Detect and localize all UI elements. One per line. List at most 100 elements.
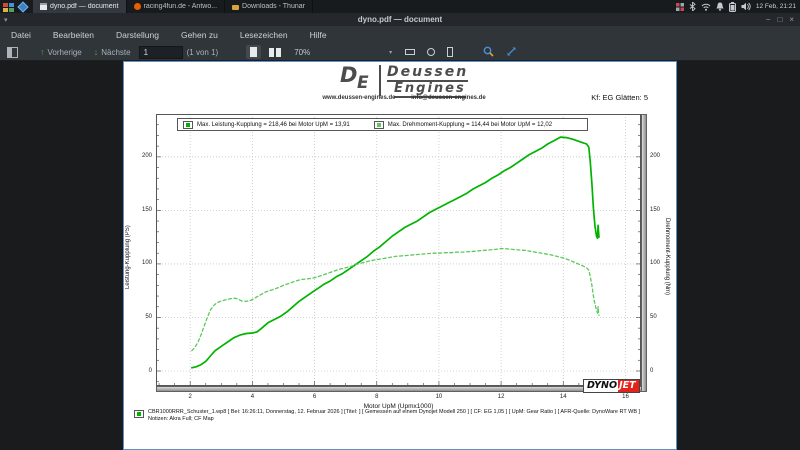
y-tick-label: 150 xyxy=(650,206,661,213)
single-page-icon xyxy=(250,47,258,57)
volume-icon[interactable] xyxy=(741,2,751,11)
panel-clock[interactable]: 12 Feb, 21:21 xyxy=(755,3,796,10)
tray-app-icon[interactable] xyxy=(675,2,684,11)
y-tick-label: 100 xyxy=(141,260,152,267)
brand-email: info@deussen-engines.de xyxy=(411,95,486,101)
maximize-button[interactable]: □ xyxy=(777,14,783,24)
dual-page-icon xyxy=(269,47,275,57)
x-tick-label: 10 xyxy=(435,394,443,400)
page-number-input[interactable] xyxy=(138,45,183,59)
search-icon xyxy=(483,46,494,59)
toolbar: ↑ Vorherige ↓ Nächste (1 von 1) 70% ▾ xyxy=(0,44,800,61)
x-tick-label: 4 xyxy=(250,394,255,400)
taskbar: dyno.pdf — document racing4fun.de - Antwo… xyxy=(33,0,313,13)
run-legend-marker xyxy=(134,410,144,418)
brand-website: www.deussen-engines.de xyxy=(322,95,396,101)
menu-hilfe[interactable]: Hilfe xyxy=(309,30,327,40)
bluetooth-icon[interactable] xyxy=(689,2,696,11)
system-tray: 12 Feb, 21:21 xyxy=(675,1,800,12)
menu-datei[interactable]: Datei xyxy=(11,30,31,40)
sidebar-icon xyxy=(7,46,18,58)
y-tick-label: 0 xyxy=(650,367,654,374)
window-title: dyno.pdf — document xyxy=(357,15,443,24)
previous-page-label: Vorherige xyxy=(47,47,82,57)
run-info-caption: CBR1000RRR_Schuster_1.wp8 [ Bei: 16:26:1… xyxy=(148,409,641,422)
pdf-page: D E Deussen Engines www.deussen-engines.… xyxy=(123,61,677,450)
document-viewer: D E Deussen Engines www.deussen-engines.… xyxy=(0,61,800,450)
dynojet-logo: DYNO JET xyxy=(583,379,640,393)
notifications-bell-icon[interactable] xyxy=(716,2,724,11)
legend-marker xyxy=(183,120,193,129)
x-axis-bar xyxy=(156,386,647,392)
left-axis-title: Leistung-Kupplung (PS) xyxy=(125,225,131,289)
x-tick-label: 14 xyxy=(559,394,567,400)
right-axis-title: Drehmoment-Kupplung (Nm) xyxy=(664,218,670,296)
dyno-chart-plot xyxy=(156,114,641,386)
menu-darstellung[interactable]: Darstellung xyxy=(115,30,159,40)
x-axis-title: Motor UpM (Upmx1000) xyxy=(363,403,434,410)
right-axis-bar xyxy=(641,114,647,392)
brand-monogram-e: E xyxy=(357,73,369,93)
battery-icon[interactable] xyxy=(728,1,736,12)
x-tick-label: 6 xyxy=(312,394,317,400)
window-titlebar: ▾ dyno.pdf — document − □ × xyxy=(0,13,800,26)
y-tick-label: 0 xyxy=(148,367,152,374)
y-tick-label: 50 xyxy=(145,313,152,320)
y-tick-label: 50 xyxy=(650,313,657,320)
y-tick-label: 100 xyxy=(650,260,661,267)
wifi-icon[interactable] xyxy=(701,3,711,11)
fullscreen-button[interactable] xyxy=(502,45,521,59)
single-page-view-button[interactable] xyxy=(246,45,262,59)
search-button[interactable] xyxy=(479,45,498,59)
down-arrow-icon: ↓ xyxy=(93,47,99,57)
taskbar-window-label: dyno.pdf — document xyxy=(50,3,119,10)
x-tick-label: 2 xyxy=(188,394,192,400)
dynojet-logo-text1: DYNO xyxy=(587,380,618,391)
dynojet-logo-text2: JET xyxy=(618,380,639,392)
next-page-label: Nächste xyxy=(101,47,131,57)
fit-width-button[interactable] xyxy=(401,45,419,59)
taskbar-window-button[interactable]: racing4fun.de - Antwo... xyxy=(127,0,226,13)
next-page-button[interactable]: ↓ Nächste xyxy=(90,45,135,59)
minimize-button[interactable]: − xyxy=(765,14,771,24)
files-shortcut-icon[interactable] xyxy=(17,0,29,13)
dual-page-view-button[interactable] xyxy=(265,45,285,59)
fit-width-icon xyxy=(405,49,416,55)
x-tick-label: 16 xyxy=(622,394,629,400)
legend-entry: Max. Drehmoment-Kupplung = 114,44 bei Mo… xyxy=(373,120,553,129)
menu-lesezeichen[interactable]: Lesezeichen xyxy=(239,30,288,40)
taskbar-window-button[interactable]: dyno.pdf — document xyxy=(33,0,127,13)
y-tick-label: 150 xyxy=(141,206,152,213)
page-count-label: (1 von 1) xyxy=(186,47,219,57)
menu-gehen-zu[interactable]: Gehen zu xyxy=(180,30,218,40)
y-tick-label: 200 xyxy=(141,153,152,160)
legend-label: Max. Drehmoment-Kupplung = 114,44 bei Mo… xyxy=(387,121,553,128)
taskbar-window-button[interactable]: Downloads - Thunar xyxy=(225,0,313,13)
fit-page-icon xyxy=(447,47,454,57)
brand-name-line2: Engines xyxy=(394,81,466,98)
chart-legend: Max. Leistung-Kupplung = 218,46 bei Moto… xyxy=(177,118,588,131)
applications-menu-icon[interactable] xyxy=(3,2,14,12)
zoom-original-button[interactable] xyxy=(423,45,439,59)
brand-contact-line: www.deussen-engines.de info@deussen-engi… xyxy=(274,95,534,101)
zoom-original-icon xyxy=(427,48,436,56)
menu-bearbeiten[interactable]: Bearbeiten xyxy=(52,30,94,40)
chevron-down-icon: ▾ xyxy=(389,49,393,56)
taskbar-window-label: Downloads - Thunar xyxy=(242,3,305,10)
previous-page-button[interactable]: ↑ Vorherige xyxy=(36,45,86,59)
legend-entry: Max. Leistung-Kupplung = 218,46 bei Moto… xyxy=(183,120,350,129)
expand-arrows-icon xyxy=(506,46,517,59)
legend-label: Max. Leistung-Kupplung = 218,46 bei Moto… xyxy=(197,121,350,128)
fit-page-button[interactable] xyxy=(443,45,457,59)
x-tick-label: 8 xyxy=(375,394,379,400)
sidebar-toggle-button[interactable] xyxy=(3,45,22,59)
close-button[interactable]: × xyxy=(789,14,794,24)
taskbar-window-label: racing4fun.de - Antwo... xyxy=(143,3,218,10)
x-tick-label: 12 xyxy=(497,394,505,400)
dual-page-icon-2 xyxy=(276,47,282,57)
brand-monogram-d: D xyxy=(340,63,358,87)
kf-smoothing-label: Kf: EG Glätten: 5 xyxy=(591,93,648,102)
zoom-level-select[interactable]: 70% ▾ xyxy=(289,45,397,59)
firefox-icon xyxy=(133,3,141,10)
window-menu-icon[interactable]: ▾ xyxy=(4,16,8,24)
